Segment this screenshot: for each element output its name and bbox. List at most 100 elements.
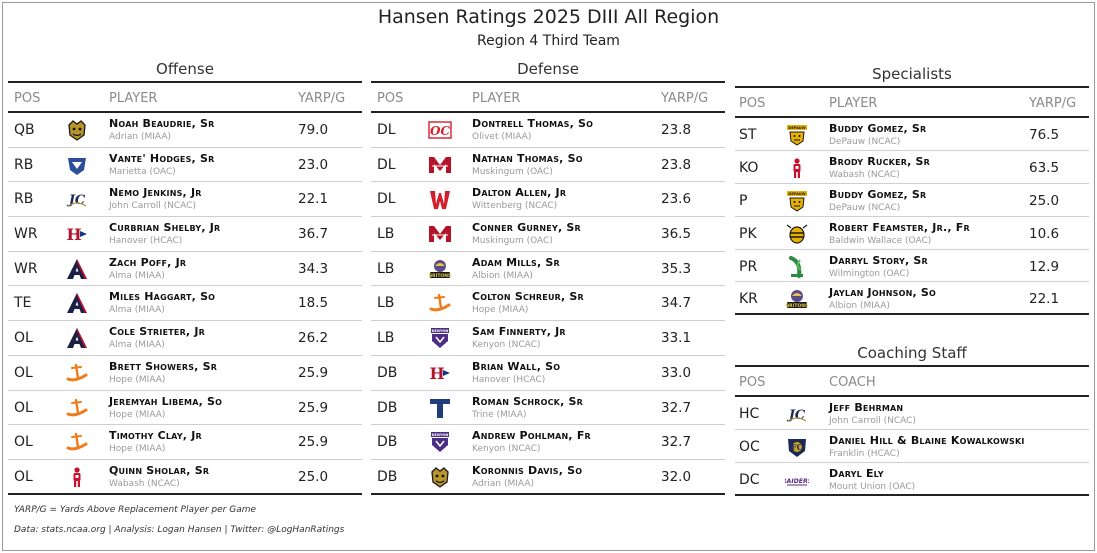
table-row: OL Timothy Clay, Jr Hope (MIAA) 25.9: [8, 425, 362, 460]
position-cell: DL: [377, 122, 396, 138]
table-row: DB Roman Schrock, Sr Trine (MIAA) 32.7: [371, 391, 725, 426]
depauw-tiger-logo-icon: DEPAUW: [785, 190, 809, 212]
table-row: OL Brett Showers, Sr Hope (MIAA) 25.9: [8, 356, 362, 391]
player-name: Daniel Hill & Blaine Kowalkowski: [829, 433, 1025, 447]
svg-text:FC: FC: [791, 442, 803, 452]
position-cell: DL: [377, 156, 396, 173]
player-name: Dontrell Thomas, So: [472, 117, 594, 130]
john-carroll-jcu-logo-icon: JC: [785, 403, 809, 425]
player-name: Brody Rucker, Sr: [829, 154, 930, 168]
yarp-value: 36.7: [298, 226, 329, 243]
yarp-value: 23.6: [661, 191, 692, 208]
table-row: DB KENYON Andrew Pohlman, Fr Kenyon (NCAC) 3…: [371, 425, 725, 460]
team-conference: Franklin (HCAC): [829, 448, 900, 459]
player-name: Curbrian Shelby, Jr: [109, 221, 221, 235]
table-row: OL Quinn Sholar, Sr Wabash (NCAC) 25.0: [8, 460, 362, 495]
position-cell: QB: [14, 122, 35, 138]
yarp-value: 32.0: [661, 468, 692, 485]
albion-britons-logo-icon: BRITONS: [785, 288, 809, 310]
position-cell: TE: [14, 295, 32, 312]
defense-title: Defense: [517, 60, 579, 78]
hope-anchor-logo-icon: [65, 397, 89, 419]
specialists-table-header: POS PLAYER YARP/G: [735, 86, 1089, 118]
table-row: PR Darryl Story, Sr Wilmington (OAC) 12.9: [735, 250, 1089, 283]
specialists-title: Specialists: [872, 65, 952, 83]
table-row: DL Dalton Allen, Jr Wittenberg (NCAC) 23.6: [371, 182, 725, 218]
table-row: RB JC Nemo Jenkins, Jr John Carroll (NCAC) 2…: [8, 182, 362, 218]
player-name: Noah Beaudrie, Sr: [109, 117, 215, 130]
column-header-pos: POS: [377, 91, 404, 106]
svg-text:H: H: [429, 364, 444, 383]
player-name: Koronnis Davis, So: [472, 463, 583, 477]
svg-text:KENYON: KENYON: [432, 433, 449, 437]
player-name: Andrew Pohlman, Fr: [472, 429, 591, 443]
team-conference: Alma (MIAA): [109, 340, 165, 351]
player-name: Roman Schrock, Sr: [472, 394, 583, 408]
position-cell: RB: [14, 191, 34, 208]
position-cell: DC: [739, 471, 760, 488]
adrian-bulldog-logo-icon: [65, 119, 89, 141]
position-cell: OL: [14, 434, 33, 451]
yarp-value: 33.0: [661, 364, 692, 381]
team-conference: Mount Union (OAC): [829, 481, 916, 492]
yarp-value: 25.9: [298, 399, 329, 416]
defense-section: Defense POS PLAYER YARP/G DL OC Dontrell Thoma…: [371, 57, 725, 495]
team-conference: Alma (MIAA): [109, 270, 165, 281]
team-conference: Kenyon (NCAC): [472, 444, 541, 455]
yarp-value: 23.8: [661, 122, 692, 138]
position-cell: DB: [377, 434, 398, 451]
team-conference: Muskingum (OAC): [472, 166, 553, 177]
wabash-little-giant-logo-icon: [785, 157, 809, 179]
yarp-value: 79.0: [298, 122, 329, 138]
player-name: Conner Gurney, Sr: [472, 221, 581, 235]
yarp-value: 22.1: [298, 191, 329, 208]
position-cell: P: [739, 192, 748, 209]
yarp-value: 32.7: [661, 434, 692, 451]
team-conference: Wabash (NCAC): [829, 169, 900, 180]
specialists-section: Specialists POS PLAYER YARP/G ST DEPAUW Buddy …: [735, 62, 1089, 316]
position-cell: PK: [739, 225, 757, 242]
column-header-player: COACH: [829, 375, 876, 390]
page-subtitle: Region 4 Third Team: [477, 33, 620, 49]
team-conference: Hope (MIAA): [109, 374, 166, 385]
table-row: KR BRITONS Jaylan Johnson, So Albion (MIAA)…: [735, 282, 1089, 316]
player-name: Robert Feamster, Jr., Fr: [829, 220, 970, 234]
player-name: Darryl Story, Sr: [829, 253, 928, 267]
svg-text:RAIDERS: RAIDERS: [785, 478, 809, 485]
column-header-value: YARP/G: [1029, 96, 1077, 111]
team-conference: Alma (MIAA): [109, 305, 165, 316]
player-name: Colton Schreur, Sr: [472, 290, 584, 304]
wilmington-quakers-logo-icon: [785, 255, 809, 278]
player-name: Buddy Gomez, Sr: [829, 187, 927, 201]
team-conference: DePauw (NCAC): [829, 137, 901, 147]
yarp-value: 23.8: [661, 156, 692, 173]
svg-text:BRITONS: BRITONS: [786, 303, 808, 309]
kenyon-shield-logo-icon: KENYON: [428, 327, 452, 349]
svg-text:BRITONS: BRITONS: [429, 273, 451, 279]
yarp-value: 25.9: [298, 364, 329, 381]
position-cell: DB: [377, 468, 398, 485]
yarp-value: 35.3: [661, 260, 692, 277]
team-conference: Hope (MIAA): [109, 444, 166, 455]
svg-text:H: H: [66, 225, 81, 244]
column-header-player: PLAYER: [472, 91, 521, 106]
svg-text:DEPAUW: DEPAUW: [788, 192, 805, 196]
alma-a-logo-icon: [65, 292, 89, 314]
yarp-value: 32.7: [661, 399, 692, 416]
player-name: Nathan Thomas, So: [472, 151, 583, 165]
yarp-value: 34.7: [661, 295, 692, 312]
team-conference: Wabash (NCAC): [109, 478, 180, 489]
table-row: LB KENYON Sam Finnerty, Jr Kenyon (NCAC) 33.…: [371, 321, 725, 356]
player-name: Cole Strieter, Jr: [109, 325, 205, 339]
svg-text:OC: OC: [430, 124, 450, 138]
player-name: Buddy Gomez, Sr: [829, 122, 927, 135]
team-conference: Albion (MIAA): [472, 270, 533, 281]
table-row: TE Miles Haggart, So Alma (MIAA) 18.5: [8, 286, 362, 322]
yarp-value: 34.3: [298, 260, 329, 277]
position-cell: OC: [739, 438, 760, 455]
position-cell: ST: [739, 127, 757, 143]
offense-title: Offense: [156, 60, 214, 78]
kenyon-shield-logo-icon: KENYON: [428, 431, 452, 453]
offense-table-body: QB Noah Beaudrie, Sr Adrian (MIAA) 79.0 RB Va…: [8, 113, 362, 495]
yarp-value: 25.0: [298, 468, 329, 485]
